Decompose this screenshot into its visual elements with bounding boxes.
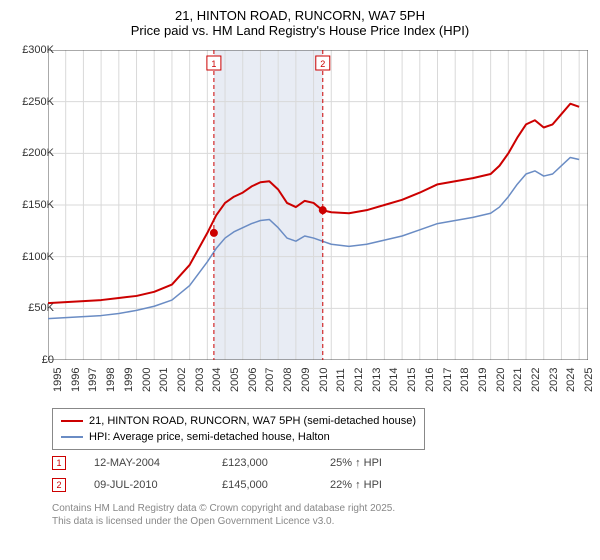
x-tick-label: 2022 xyxy=(530,368,542,392)
y-tick-label: £300K xyxy=(22,44,54,56)
x-tick-label: 2010 xyxy=(318,368,330,392)
legend-label-hpi: HPI: Average price, semi-detached house,… xyxy=(89,431,330,443)
x-tick-label: 2025 xyxy=(583,368,595,392)
x-tick-label: 2008 xyxy=(282,368,294,392)
x-tick-label: 2001 xyxy=(158,368,170,392)
x-tick-label: 2014 xyxy=(388,368,400,392)
y-tick-label: £250K xyxy=(22,96,54,108)
y-tick-label: £200K xyxy=(22,147,54,159)
x-tick-label: 2000 xyxy=(141,368,153,392)
x-tick-label: 2023 xyxy=(548,368,560,392)
x-tick-label: 2002 xyxy=(176,368,188,392)
x-tick-label: 2007 xyxy=(264,368,276,392)
legend: 21, HINTON ROAD, RUNCORN, WA7 5PH (semi-… xyxy=(52,408,425,450)
x-tick-label: 2004 xyxy=(211,368,223,392)
x-tick-label: 1995 xyxy=(52,368,64,392)
x-tick-label: 2013 xyxy=(371,368,383,392)
legend-label-property: 21, HINTON ROAD, RUNCORN, WA7 5PH (semi-… xyxy=(89,415,416,427)
x-tick-label: 2024 xyxy=(565,368,577,392)
x-tick-label: 2020 xyxy=(495,368,507,392)
svg-text:2: 2 xyxy=(320,59,325,69)
x-tick-label: 2011 xyxy=(335,368,347,392)
y-tick-label: £150K xyxy=(22,199,54,211)
title-line-2: Price paid vs. HM Land Registry's House … xyxy=(0,23,600,38)
x-tick-label: 2005 xyxy=(229,368,241,392)
x-tick-label: 2016 xyxy=(424,368,436,392)
marker-price-2: £145,000 xyxy=(222,479,302,491)
y-tick-label: £100K xyxy=(22,251,54,263)
x-tick-label: 1997 xyxy=(87,368,99,392)
x-tick-label: 1999 xyxy=(123,368,135,392)
attribution-footer: Contains HM Land Registry data © Crown c… xyxy=(52,502,395,528)
x-tick-label: 2015 xyxy=(406,368,418,392)
x-tick-label: 2018 xyxy=(459,368,471,392)
x-tick-label: 2009 xyxy=(300,368,312,392)
svg-text:1: 1 xyxy=(211,59,216,69)
title-line-1: 21, HINTON ROAD, RUNCORN, WA7 5PH xyxy=(0,8,600,23)
y-tick-label: £50K xyxy=(28,302,54,314)
legend-swatch-hpi xyxy=(61,436,83,438)
marker-table: 1 12-MAY-2004 £123,000 25% ↑ HPI 2 09-JU… xyxy=(52,452,382,496)
marker-note-2: 22% ↑ HPI xyxy=(330,479,382,491)
y-tick-label: £0 xyxy=(42,354,54,366)
x-tick-label: 2019 xyxy=(477,368,489,392)
plot-area: 12 xyxy=(48,50,588,360)
chart-container: 21, HINTON ROAD, RUNCORN, WA7 5PH Price … xyxy=(0,0,600,560)
marker-note-1: 25% ↑ HPI xyxy=(330,457,382,469)
x-tick-label: 2017 xyxy=(442,368,454,392)
marker-date-2: 09-JUL-2010 xyxy=(94,479,194,491)
marker-row-1: 1 12-MAY-2004 £123,000 25% ↑ HPI xyxy=(52,452,382,474)
x-tick-label: 2003 xyxy=(194,368,206,392)
marker-date-1: 12-MAY-2004 xyxy=(94,457,194,469)
footer-line-1: Contains HM Land Registry data © Crown c… xyxy=(52,502,395,515)
x-tick-label: 1996 xyxy=(70,368,82,392)
marker-price-1: £123,000 xyxy=(222,457,302,469)
legend-swatch-property xyxy=(61,420,83,422)
marker-badge-1: 1 xyxy=(52,456,66,470)
x-tick-label: 2006 xyxy=(247,368,259,392)
chart-title: 21, HINTON ROAD, RUNCORN, WA7 5PH Price … xyxy=(0,0,600,42)
x-tick-label: 2012 xyxy=(353,368,365,392)
legend-item-property: 21, HINTON ROAD, RUNCORN, WA7 5PH (semi-… xyxy=(61,413,416,429)
legend-item-hpi: HPI: Average price, semi-detached house,… xyxy=(61,429,416,445)
footer-line-2: This data is licensed under the Open Gov… xyxy=(52,515,395,528)
x-tick-label: 1998 xyxy=(105,368,117,392)
x-tick-label: 2021 xyxy=(512,368,524,392)
chart-svg: 12 xyxy=(48,50,588,360)
marker-row-2: 2 09-JUL-2010 £145,000 22% ↑ HPI xyxy=(52,474,382,496)
marker-badge-2: 2 xyxy=(52,478,66,492)
